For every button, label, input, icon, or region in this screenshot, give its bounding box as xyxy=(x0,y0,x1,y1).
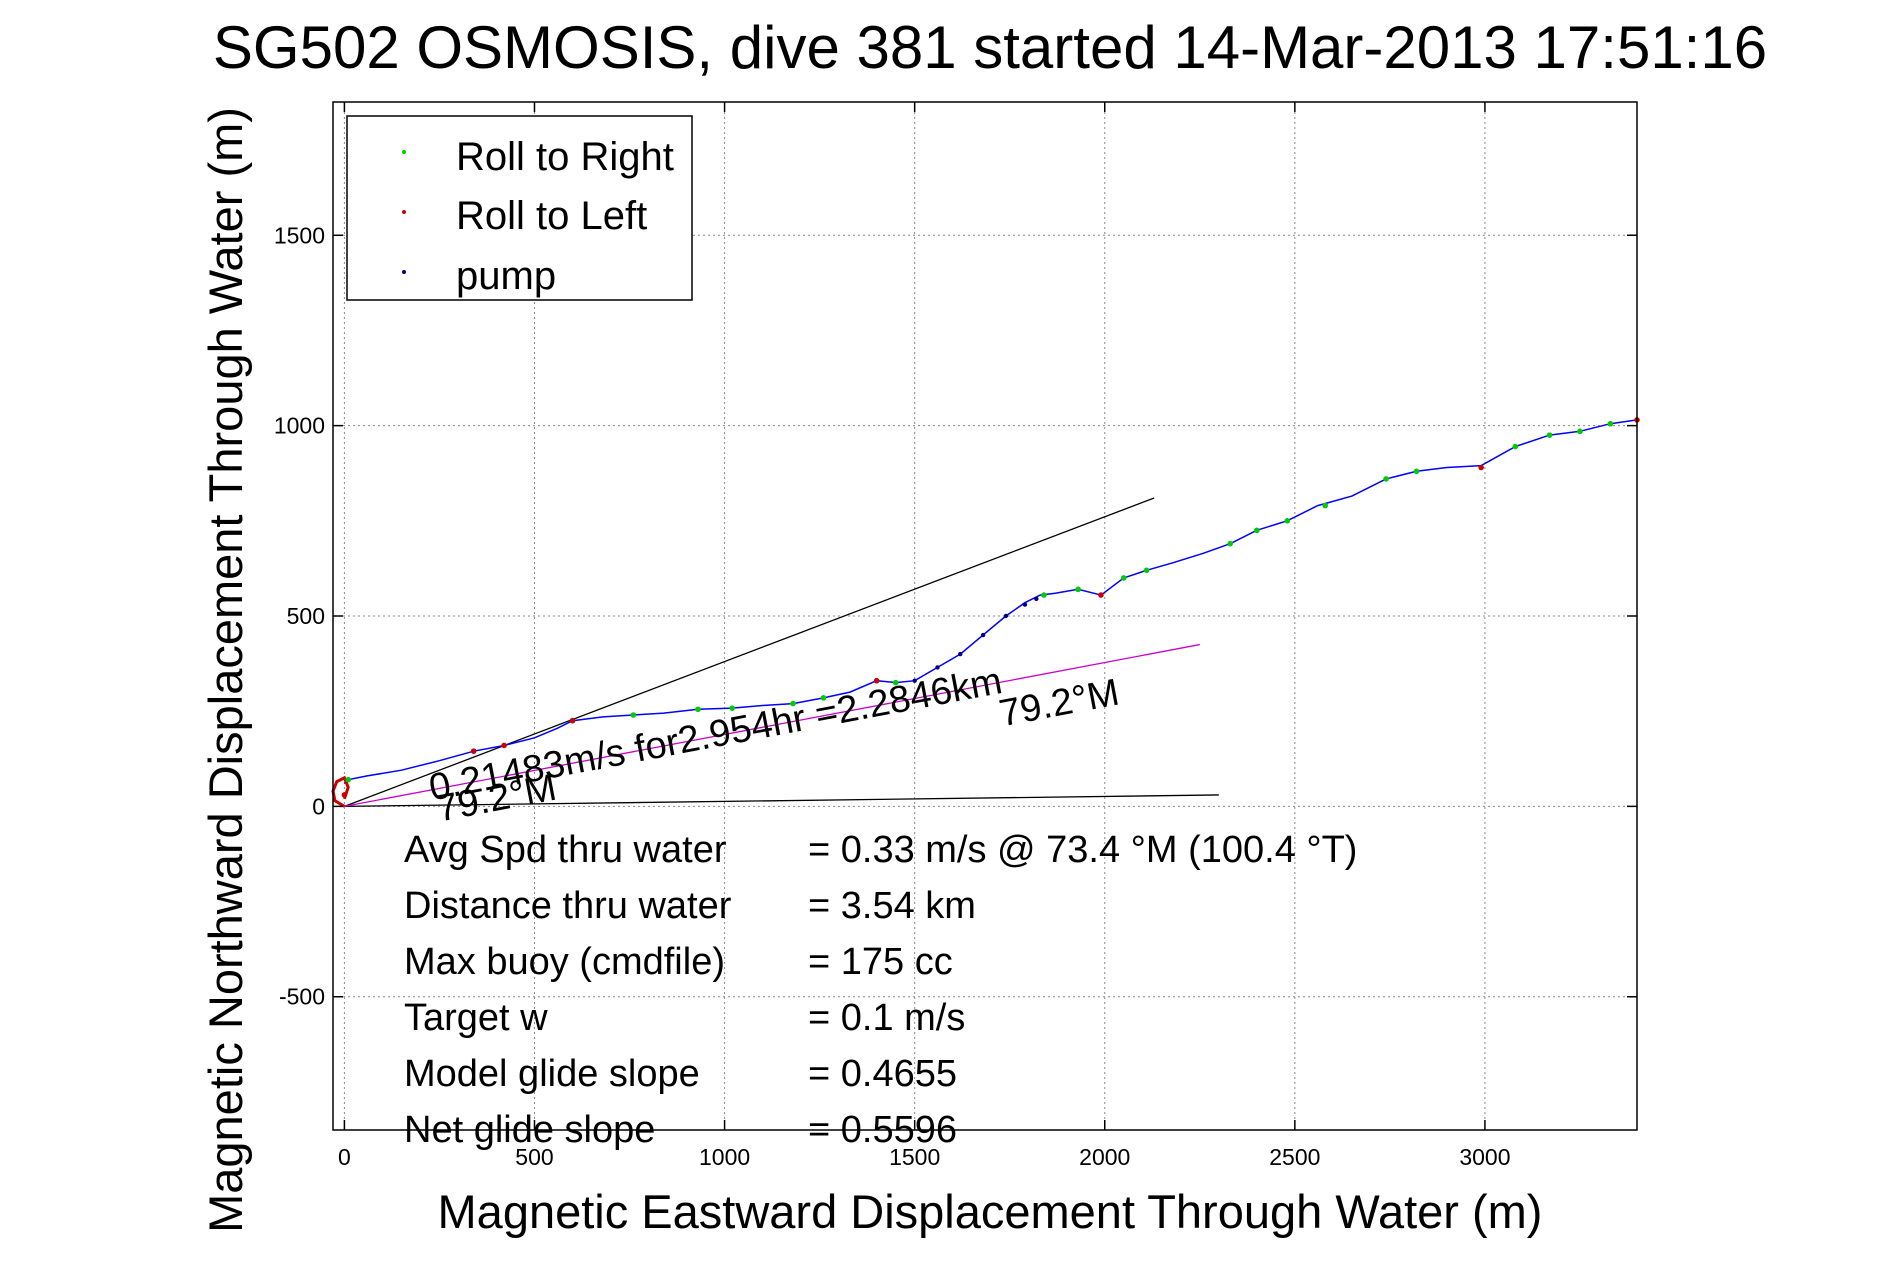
stat-label: Model glide slope xyxy=(404,1053,700,1095)
roll-left-point xyxy=(501,742,507,749)
y-axis-label: Magnetic Northward Displacement Through … xyxy=(199,107,252,1233)
x-tick-label: 1500 xyxy=(889,1144,940,1170)
y-tick-label: 1500 xyxy=(274,222,325,248)
roll-right-point xyxy=(1120,575,1127,581)
bound-lines xyxy=(344,497,1219,808)
roll-right-point xyxy=(892,679,899,686)
start-loop xyxy=(331,775,350,808)
pump-point xyxy=(980,632,986,638)
roll-right-point xyxy=(630,712,637,718)
y-tick-label: 500 xyxy=(287,603,325,629)
pump-point xyxy=(1034,596,1039,602)
y-tick-label: -500 xyxy=(279,984,325,1010)
roll-right-point xyxy=(1227,540,1234,547)
upper-bound-line xyxy=(344,497,1155,807)
legend-marker-roll-right xyxy=(402,150,406,154)
roll-left-point xyxy=(873,677,880,684)
chart-title: SG502 OSMOSIS, dive 381 started 14-Mar-2… xyxy=(213,14,1767,81)
roll-left-point xyxy=(1478,464,1484,471)
stat-value: = 0.5596 xyxy=(808,1109,957,1151)
stats-block: Avg Spd thru water = 0.33 m/s @ 73.4 °M (… xyxy=(404,829,1357,1151)
track-line xyxy=(343,419,1638,785)
annotations: 0.21483m/s for2.954hr =2.2846km79.2°M79.… xyxy=(426,660,1123,830)
y-tick-label: 1000 xyxy=(274,413,325,439)
roll-left-point xyxy=(1098,592,1104,598)
roll-right-point xyxy=(695,706,701,713)
legend-label-pump: pump xyxy=(456,254,556,298)
stat-label: Distance thru water xyxy=(404,885,732,927)
x-tick-label: 3000 xyxy=(1459,1144,1510,1170)
legend-marker-pump xyxy=(402,270,406,274)
legend-label-roll-right: Roll to Right xyxy=(456,135,674,179)
roll-right-point xyxy=(820,695,827,701)
roll-right-point xyxy=(1254,527,1260,534)
x-tick-label: 500 xyxy=(515,1144,553,1170)
stat-value: = 0.1 m/s xyxy=(808,997,965,1039)
y-tick-label: 0 xyxy=(312,793,325,819)
roll-left-point xyxy=(569,717,576,724)
roll-left-point xyxy=(470,748,477,754)
roll-right-point xyxy=(1413,468,1420,475)
roll-right-point xyxy=(790,700,796,707)
roll-right-point xyxy=(1322,502,1329,509)
legend-label-roll-left: Roll to Left xyxy=(456,194,647,238)
lower-bound-line xyxy=(344,794,1219,808)
stat-label: Target w xyxy=(404,997,548,1039)
x-tick-label: 2000 xyxy=(1079,1144,1130,1170)
roll-right-point xyxy=(1383,476,1389,482)
x-tick-label: 0 xyxy=(338,1144,351,1170)
roll-right-point xyxy=(1512,443,1519,450)
heading-line xyxy=(344,643,1200,808)
stat-value: = 175 cc xyxy=(808,941,953,983)
annotation-2: 79.2°M xyxy=(996,672,1123,736)
stat-value: = 3.54 km xyxy=(808,885,976,927)
roll-right-point xyxy=(1607,420,1614,427)
roll-right-point xyxy=(1041,592,1047,598)
stat-label: Max buoy (cmdfile) xyxy=(404,941,725,983)
legend-marker-roll-left xyxy=(402,210,406,214)
roll-right-point xyxy=(345,776,352,783)
stat-label: Net glide slope xyxy=(404,1109,655,1151)
pump-point xyxy=(1003,613,1009,619)
stat-label: Avg Spd thru water xyxy=(404,829,727,871)
pump-point xyxy=(1022,602,1028,607)
roll-right-point xyxy=(729,705,735,711)
roll-right-point xyxy=(1284,518,1291,524)
marker-points xyxy=(341,417,1640,798)
roll-right-point xyxy=(1075,586,1081,593)
grid-lines xyxy=(333,102,1637,1130)
x-axis-label: Magnetic Eastward Displacement Through W… xyxy=(438,1185,1543,1238)
x-tick-label: 1000 xyxy=(699,1144,750,1170)
legend: Roll to Right Roll to Left pump xyxy=(346,115,693,301)
axis-ticks: 0 500 1000 1500 2000 2500 3000 -500 0 500 1000 1500 xyxy=(274,102,1637,1170)
roll-right-point xyxy=(1546,432,1553,438)
roll-right-point xyxy=(1143,567,1150,574)
x-tick-label: 2500 xyxy=(1269,1144,1320,1170)
stat-value: = 0.33 m/s @ 73.4 °M (100.4 °T) xyxy=(808,829,1357,871)
roll-right-point xyxy=(1577,428,1583,435)
pump-point xyxy=(958,651,963,657)
pump-point xyxy=(912,678,917,683)
roll-left-point xyxy=(341,792,348,798)
legend-box xyxy=(346,115,693,301)
pump-point xyxy=(935,665,940,670)
stat-value: = 0.4655 xyxy=(808,1053,957,1095)
